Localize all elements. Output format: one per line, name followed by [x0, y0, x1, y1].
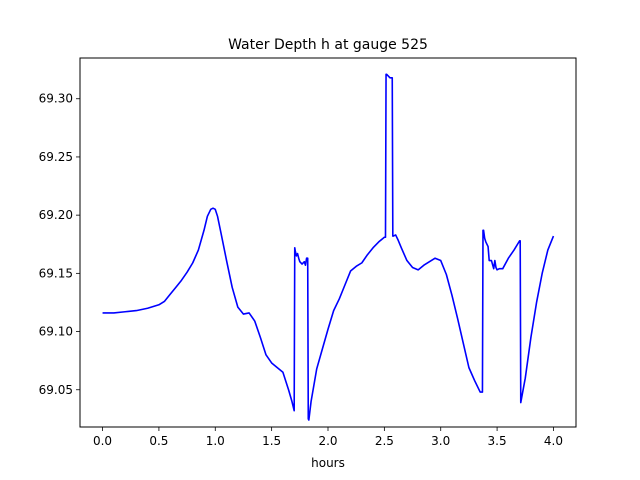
x-tick-label: 3.0: [431, 434, 450, 448]
y-tick-label: 69.05: [39, 383, 73, 397]
x-tick-label: 0.0: [93, 434, 112, 448]
y-tick-label: 69.30: [39, 92, 73, 106]
axes-frame: [79, 57, 577, 428]
y-tick-label: 69.20: [39, 208, 73, 222]
x-tick-label: 4.0: [544, 434, 563, 448]
series-line: [102, 73, 555, 421]
y-tick-label: 69.15: [39, 266, 73, 280]
x-tick-label: 1.5: [262, 434, 281, 448]
x-tick-label: 2.5: [375, 434, 394, 448]
x-tick-label: 3.5: [488, 434, 507, 448]
y-tick-label: 69.10: [39, 325, 73, 339]
x-tick-label: 2.0: [318, 434, 337, 448]
x-tick-label: 0.5: [149, 434, 168, 448]
x-tick-label: 1.0: [206, 434, 225, 448]
axis-ticks: 0.0 0.5 1.0 1.5 2.0 2.5 3.0 3.5 4.0 69.05 69.10 69.…: [39, 92, 563, 448]
y-tick-label: 69.25: [39, 150, 73, 164]
plot-area: [102, 73, 555, 421]
x-axis-label: hours: [311, 456, 345, 470]
chart-title: Water Depth h at gauge 525: [228, 37, 428, 53]
